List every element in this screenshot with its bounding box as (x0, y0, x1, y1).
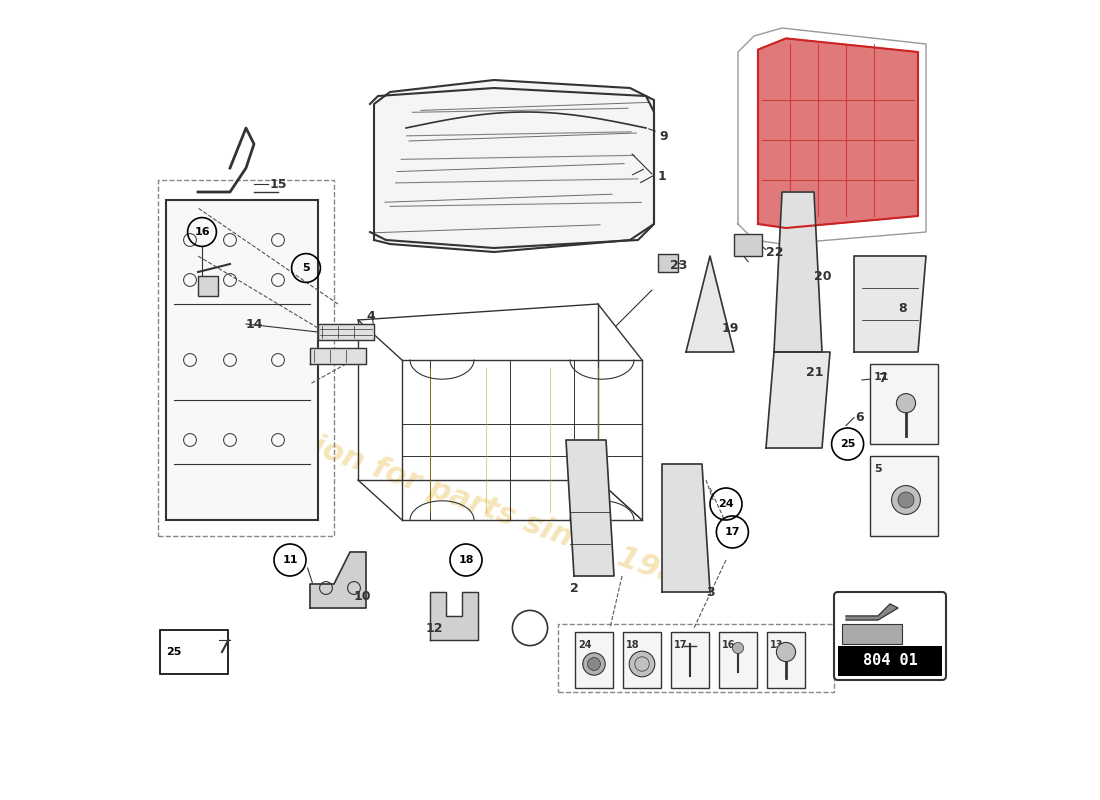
Text: 22: 22 (766, 246, 783, 258)
FancyBboxPatch shape (718, 632, 757, 688)
Circle shape (587, 658, 601, 670)
FancyBboxPatch shape (842, 624, 902, 644)
Polygon shape (766, 352, 830, 448)
Text: 1: 1 (658, 170, 667, 182)
FancyBboxPatch shape (623, 632, 661, 688)
Text: 2: 2 (570, 582, 579, 594)
Text: 14: 14 (246, 318, 264, 330)
FancyBboxPatch shape (834, 592, 946, 680)
Polygon shape (854, 256, 926, 352)
Polygon shape (686, 256, 734, 352)
Polygon shape (310, 552, 366, 608)
Text: 16: 16 (722, 640, 736, 650)
Text: 13: 13 (770, 640, 783, 650)
Circle shape (629, 651, 654, 677)
Text: 18: 18 (459, 555, 474, 565)
Polygon shape (310, 348, 366, 364)
Polygon shape (318, 324, 374, 340)
Circle shape (777, 642, 795, 662)
Text: 21: 21 (806, 366, 824, 378)
Circle shape (733, 642, 744, 654)
FancyBboxPatch shape (870, 364, 938, 444)
Text: 15: 15 (270, 178, 287, 190)
Circle shape (583, 653, 605, 675)
Text: 10: 10 (354, 590, 372, 602)
Text: 17: 17 (725, 527, 740, 537)
Circle shape (896, 394, 915, 413)
Text: 6: 6 (856, 411, 865, 424)
Text: 9: 9 (660, 130, 668, 142)
Polygon shape (846, 604, 898, 620)
FancyBboxPatch shape (658, 254, 678, 272)
Polygon shape (430, 592, 478, 640)
FancyBboxPatch shape (198, 276, 218, 296)
Polygon shape (758, 38, 918, 228)
Text: 24: 24 (578, 640, 592, 650)
Text: 23: 23 (670, 259, 688, 272)
Circle shape (892, 486, 921, 514)
Text: 11: 11 (283, 555, 298, 565)
Text: 4: 4 (366, 310, 375, 322)
FancyBboxPatch shape (734, 234, 762, 256)
Text: 16: 16 (195, 227, 210, 237)
Polygon shape (374, 80, 654, 252)
Polygon shape (662, 464, 710, 592)
Text: 24: 24 (718, 499, 734, 509)
Text: 5: 5 (302, 263, 310, 273)
Text: 25: 25 (166, 647, 182, 657)
FancyBboxPatch shape (838, 646, 942, 676)
Text: 18: 18 (626, 640, 639, 650)
Text: 3: 3 (706, 586, 715, 598)
Polygon shape (774, 192, 822, 352)
Text: a passion for parts since 1985: a passion for parts since 1985 (205, 394, 703, 598)
Text: 20: 20 (814, 270, 832, 282)
Text: 804 01: 804 01 (862, 654, 917, 668)
Polygon shape (566, 440, 614, 576)
Text: 17: 17 (674, 640, 688, 650)
Text: 12: 12 (426, 622, 443, 634)
FancyBboxPatch shape (870, 456, 938, 536)
Text: 11: 11 (874, 372, 890, 382)
FancyBboxPatch shape (767, 632, 805, 688)
Text: 7: 7 (878, 372, 887, 385)
FancyBboxPatch shape (575, 632, 613, 688)
FancyBboxPatch shape (166, 200, 318, 520)
Text: 5: 5 (874, 464, 881, 474)
Text: 8: 8 (898, 302, 906, 314)
Text: 25: 25 (840, 439, 856, 449)
Circle shape (898, 492, 914, 508)
FancyBboxPatch shape (671, 632, 710, 688)
Text: 19: 19 (722, 322, 739, 334)
